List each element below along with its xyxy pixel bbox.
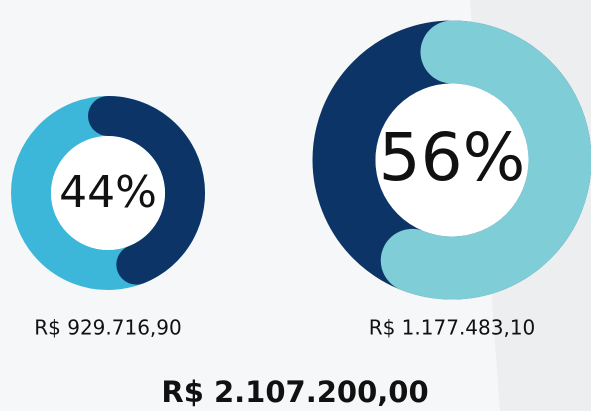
percent-label: 44% [59, 167, 157, 218]
percent-label: 56% [379, 119, 526, 196]
donut-arc [380, 20, 591, 300]
donut-hole [51, 136, 165, 250]
amount-label: R$ 1.177.483,10 [369, 316, 536, 340]
total-amount: R$ 2.107.200,00 [161, 375, 428, 409]
amount-label: R$ 929.716,90 [34, 316, 182, 340]
donut-arc [88, 96, 205, 285]
donut-hole [375, 83, 529, 237]
